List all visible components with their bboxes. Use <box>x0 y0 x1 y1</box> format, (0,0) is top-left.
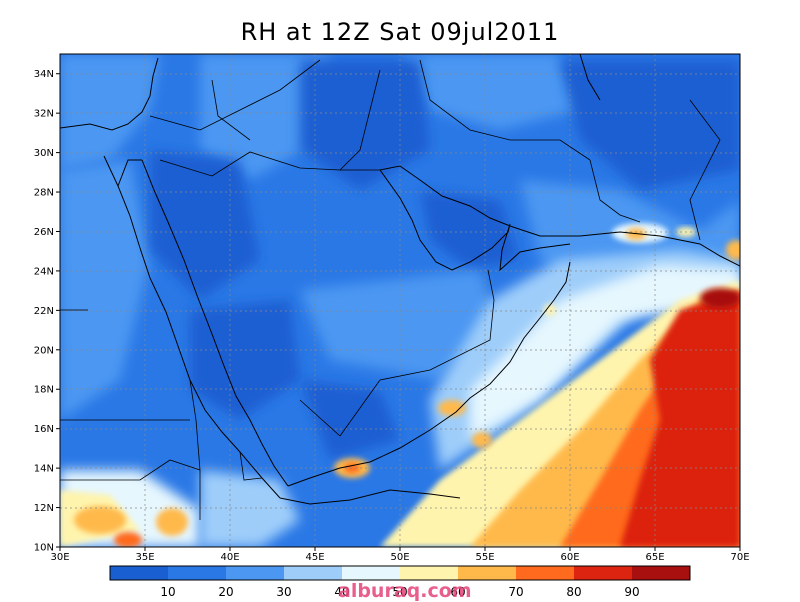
colorbar-label: 50 <box>392 585 407 599</box>
colorbar-swatch <box>516 566 574 580</box>
lat-tick-label: 10N <box>34 543 54 554</box>
colorbar-label: 20 <box>218 585 233 599</box>
lon-tick-label: 60E <box>560 552 579 563</box>
colorbar-label: 40 <box>334 585 349 599</box>
map-title: RH at 12Z Sat 09jul2011 <box>240 18 560 46</box>
colorbar-label: 80 <box>566 585 581 599</box>
lat-tick-label: 12N <box>34 503 54 514</box>
colorbar-swatch <box>458 566 516 580</box>
lat-tick-label: 30N <box>34 148 54 159</box>
colorbar-swatch <box>400 566 458 580</box>
colorbar-swatch <box>168 566 226 580</box>
lon-tick-label: 40E <box>220 552 239 563</box>
rh-field <box>60 54 740 547</box>
lat-tick-label: 32N <box>34 109 54 120</box>
colorbar-swatch <box>110 566 168 580</box>
lat-tick-label: 16N <box>34 424 54 435</box>
colorbar-swatch <box>226 566 284 580</box>
colorbar-label: 90 <box>624 585 639 599</box>
lon-tick-label: 50E <box>390 552 409 563</box>
borders <box>60 59 721 520</box>
colorbar-label: 30 <box>276 585 291 599</box>
lat-tick-label: 34N <box>34 69 54 80</box>
colorbar: 10 20 30 40 50 60 70 80 90 <box>109 565 691 599</box>
colorbar-swatch <box>342 566 400 580</box>
lat-tick-label: 28N <box>34 188 54 199</box>
lat-tick-label: 18N <box>34 385 54 396</box>
lat-tick-label: 26N <box>34 227 54 238</box>
lon-tick-label: 35E <box>135 552 154 563</box>
lat-tick-label: 22N <box>34 306 54 317</box>
graticule <box>60 54 740 547</box>
lat-tick-label: 20N <box>34 345 54 356</box>
watermark: alburaq.com <box>338 580 472 602</box>
lon-tick-label: 70E <box>730 552 749 563</box>
longitude-ticks: 30E 35E 40E 45E 50E 55E 60E 65E 70E <box>50 547 750 563</box>
colorbar-label: 70 <box>508 585 523 599</box>
latitude-ticks: 10N 12N 14N 16N 18N 20N 22N 24N 26N 28N 30N 32N 34N <box>34 69 60 554</box>
colorbar-label: 60 <box>450 585 465 599</box>
lat-tick-label: 14N <box>34 464 54 475</box>
lon-tick-label: 45E <box>305 552 324 563</box>
colorbar-swatch <box>284 566 342 580</box>
colorbar-frame <box>109 565 691 581</box>
lat-tick-label: 24N <box>34 266 54 277</box>
lon-tick-label: 55E <box>475 552 494 563</box>
colorbar-label: 10 <box>160 585 175 599</box>
colorbar-swatch <box>632 566 690 580</box>
lon-tick-label: 65E <box>645 552 664 563</box>
lon-tick-label: 30E <box>50 552 69 563</box>
colorbar-swatch <box>574 566 632 580</box>
